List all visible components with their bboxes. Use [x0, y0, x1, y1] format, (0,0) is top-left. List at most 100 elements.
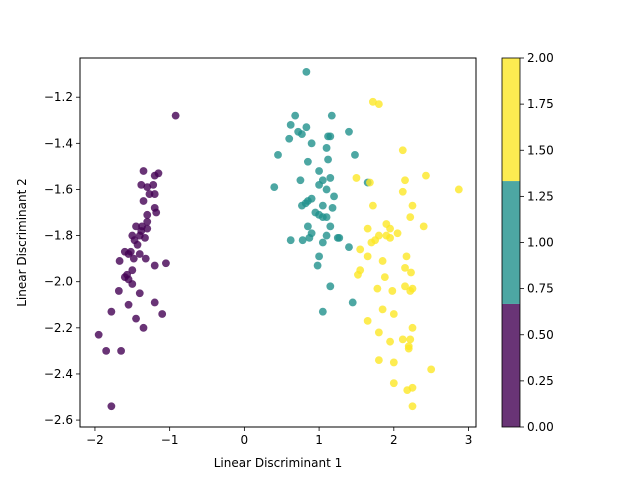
- data-point-class-1: [326, 174, 335, 182]
- colorbar-tick-label: 2.00: [527, 51, 554, 65]
- data-point-class-2: [374, 328, 383, 337]
- colorbar: [501, 57, 521, 428]
- data-point-class-0: [124, 300, 133, 309]
- colorbar-band: [502, 303, 520, 427]
- data-point-class-0: [94, 330, 103, 339]
- data-point-class-2: [403, 386, 412, 394]
- data-point-class-1: [296, 176, 305, 185]
- data-point-class-2: [386, 337, 394, 346]
- y-tick-label: −2.4: [44, 367, 73, 381]
- y-tick-label: −2.2: [44, 321, 73, 335]
- data-point-class-1: [313, 261, 322, 270]
- data-point-class-0: [143, 217, 152, 226]
- x-tick-label: −1: [161, 433, 179, 447]
- data-point-class-1: [322, 185, 331, 194]
- data-point-class-2: [402, 252, 411, 261]
- data-point-class-0: [154, 169, 163, 178]
- data-point-class-2: [393, 229, 402, 238]
- data-point-class-2: [389, 358, 398, 367]
- data-point-class-2: [408, 402, 417, 411]
- data-point-class-2: [368, 97, 377, 106]
- data-point-class-2: [388, 287, 397, 295]
- data-point-class-2: [352, 174, 361, 182]
- x-axis-ticks: −2 −1 0 1 2 3: [86, 427, 472, 447]
- data-point-class-0: [141, 254, 150, 263]
- data-point-class-1: [322, 144, 331, 152]
- data-point-class-2: [389, 310, 398, 318]
- points-layer: [94, 67, 463, 411]
- data-point-class-0: [129, 254, 138, 263]
- data-point-class-2: [427, 365, 436, 374]
- x-tick-label: 3: [465, 433, 473, 447]
- y-tick-label: −1.4: [44, 136, 73, 150]
- y-tick-label: −1.8: [44, 229, 73, 243]
- data-point-class-1: [303, 222, 312, 231]
- data-point-class-0: [150, 261, 159, 270]
- colorbar-tick-label: 1.25: [527, 189, 554, 203]
- data-point-class-1: [315, 180, 323, 189]
- data-point-class-1: [298, 201, 306, 210]
- x-tick-label: 1: [315, 433, 323, 447]
- data-point-class-0: [150, 190, 159, 198]
- data-point-class-2: [408, 201, 417, 210]
- data-point-class-0: [115, 257, 124, 265]
- data-point-class-2: [366, 178, 374, 187]
- colorbar-tick-label: 1.00: [527, 236, 554, 250]
- data-point-class-0: [150, 298, 159, 307]
- data-point-class-1: [345, 243, 353, 252]
- data-point-class-2: [363, 317, 372, 325]
- y-axis-label: Linear Discriminant 2: [15, 178, 29, 307]
- data-point-class-2: [374, 356, 383, 365]
- data-point-class-1: [305, 233, 314, 242]
- data-point-class-0: [152, 208, 161, 217]
- data-point-class-0: [107, 402, 116, 411]
- data-point-class-1: [326, 132, 335, 141]
- data-point-class-0: [114, 287, 123, 295]
- data-point-class-0: [171, 111, 180, 120]
- data-point-class-1: [345, 127, 353, 136]
- data-point-class-1: [298, 236, 307, 245]
- data-point-class-1: [315, 167, 323, 175]
- data-point-class-2: [354, 270, 362, 279]
- x-tick-label: 0: [241, 433, 249, 447]
- data-point-class-2: [378, 257, 387, 265]
- data-point-class-1: [318, 213, 327, 222]
- y-tick-label: −2.6: [44, 413, 73, 427]
- data-point-class-0: [133, 240, 142, 249]
- x-tick-label: 2: [390, 433, 398, 447]
- colorbar-tick-label: 0.00: [527, 420, 554, 434]
- data-point-class-1: [318, 238, 327, 247]
- data-point-class-1: [286, 236, 295, 245]
- data-point-class-0: [143, 224, 152, 233]
- data-point-class-1: [318, 201, 327, 210]
- x-tick-label: −2: [86, 433, 104, 447]
- data-point-class-1: [348, 298, 357, 307]
- y-axis-ticks: −2.6 −2.4 −2.2 −2.0 −1.8 −1.6 −1.4 −1.2: [44, 90, 80, 427]
- data-point-class-2: [398, 187, 407, 196]
- data-point-class-1: [303, 157, 312, 166]
- x-axis-label: Linear Discriminant 1: [214, 456, 343, 470]
- data-point-class-1: [322, 231, 331, 240]
- data-point-class-2: [389, 379, 398, 388]
- data-point-class-2: [454, 185, 463, 194]
- data-point-class-1: [291, 111, 300, 120]
- data-point-class-2: [363, 252, 372, 261]
- data-point-class-2: [398, 335, 407, 344]
- data-point-class-2: [363, 224, 372, 233]
- data-point-class-2: [401, 282, 409, 291]
- data-point-class-2: [401, 176, 409, 185]
- data-point-class-2: [422, 171, 430, 180]
- data-point-class-0: [149, 180, 158, 189]
- data-point-class-2: [373, 284, 382, 293]
- data-point-class-1: [302, 67, 311, 76]
- data-point-class-2: [406, 213, 415, 222]
- data-point-class-2: [368, 201, 377, 210]
- data-point-class-2: [408, 323, 417, 332]
- data-point-class-2: [401, 263, 409, 272]
- data-point-class-2: [367, 238, 376, 247]
- data-point-class-2: [382, 220, 391, 228]
- colorbar-ticks: 0.00 0.25 0.50 0.75 1.00 1.25 1.50 1.75 2.00: [520, 51, 554, 434]
- data-point-class-0: [139, 197, 148, 205]
- y-tick-label: −1.6: [44, 182, 73, 196]
- data-point-class-1: [302, 123, 311, 132]
